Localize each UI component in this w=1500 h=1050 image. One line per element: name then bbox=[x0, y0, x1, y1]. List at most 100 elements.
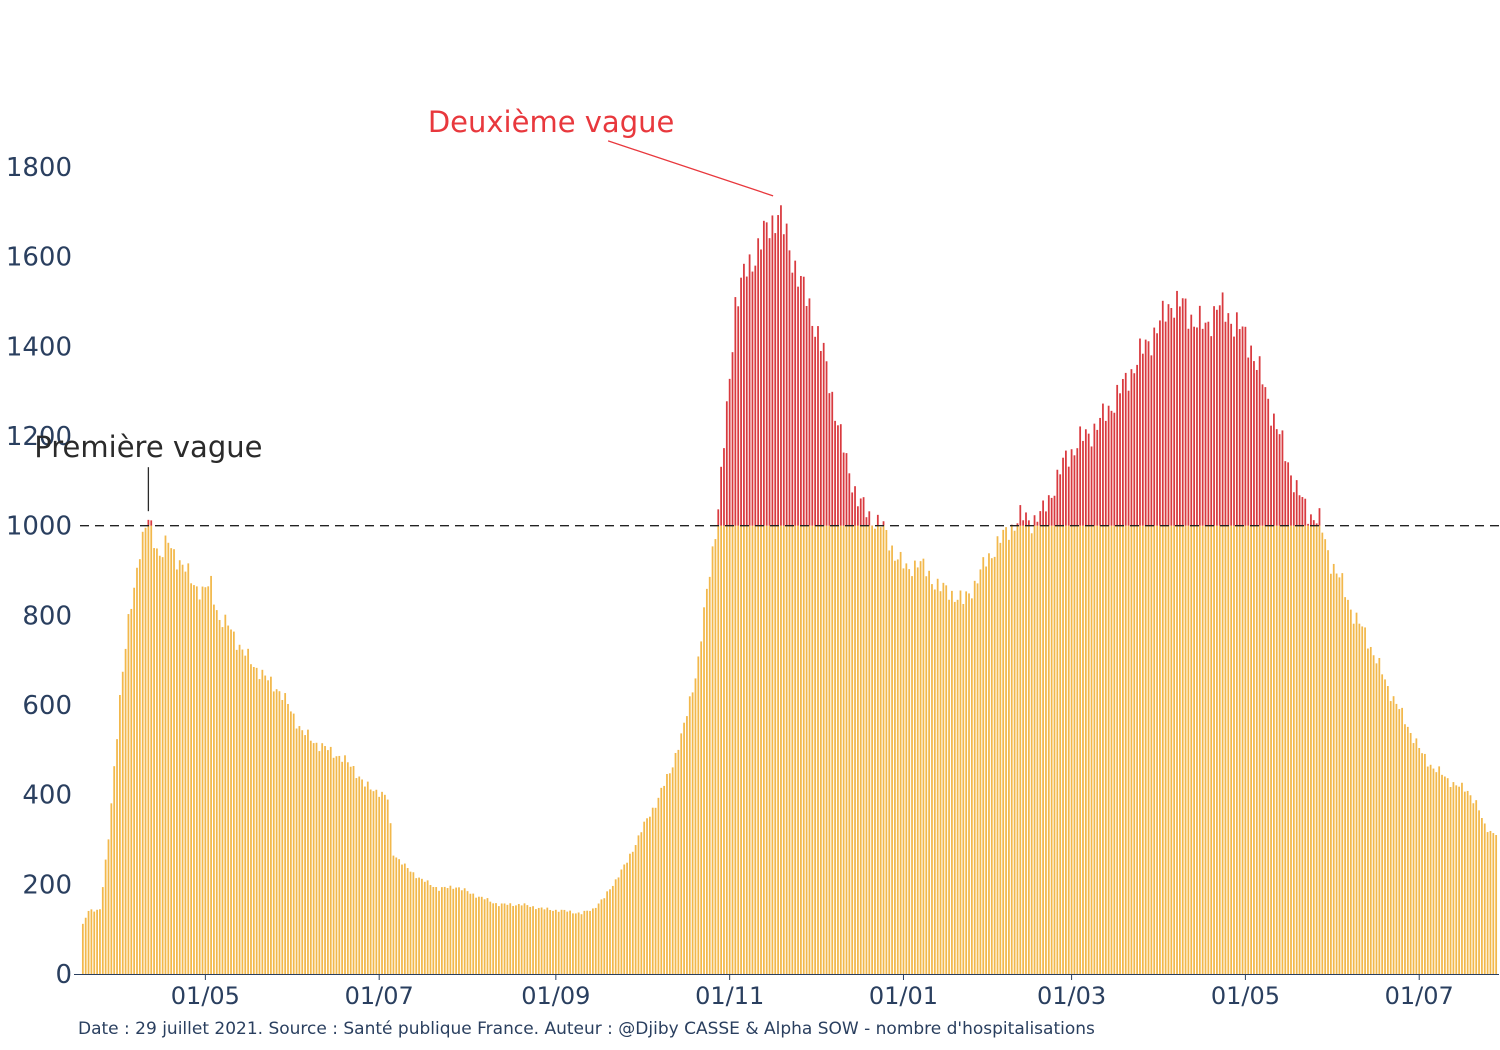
bar-below bbox=[611, 885, 614, 974]
bar-above bbox=[1238, 329, 1241, 526]
bar-below bbox=[1036, 525, 1039, 974]
bar-below bbox=[426, 880, 429, 974]
bar-below bbox=[574, 913, 577, 974]
bar-above bbox=[717, 509, 720, 526]
bar-below bbox=[1421, 753, 1423, 974]
bar-below bbox=[384, 794, 386, 974]
bar-below bbox=[412, 872, 415, 974]
bar-below bbox=[648, 816, 651, 974]
bar-below bbox=[104, 859, 107, 974]
bar-below bbox=[133, 587, 136, 974]
bar-below bbox=[213, 604, 215, 974]
bar-below bbox=[1466, 790, 1469, 974]
bar-below bbox=[230, 629, 232, 974]
bar-above bbox=[1084, 429, 1087, 526]
bar-below bbox=[355, 778, 358, 974]
bar-below bbox=[1164, 525, 1167, 974]
bar-below bbox=[922, 558, 925, 974]
bar-below bbox=[953, 601, 956, 974]
bar-below bbox=[708, 576, 711, 974]
bar-below bbox=[631, 851, 634, 974]
bar-above bbox=[865, 517, 868, 526]
bar-below bbox=[315, 742, 318, 974]
bar-below bbox=[654, 807, 657, 974]
bar-below bbox=[663, 785, 666, 974]
bar-below bbox=[848, 525, 851, 974]
bar-below bbox=[141, 531, 144, 974]
bar-above bbox=[854, 486, 856, 526]
bar-below bbox=[993, 556, 996, 974]
bar-above bbox=[842, 452, 845, 526]
bar-above bbox=[814, 336, 817, 526]
bar-below bbox=[594, 907, 597, 974]
bar-below bbox=[996, 536, 999, 974]
bar-below bbox=[250, 664, 252, 974]
bar-above bbox=[1210, 336, 1213, 526]
bar-below bbox=[475, 897, 477, 974]
bar-below bbox=[324, 746, 326, 974]
bar-below bbox=[429, 885, 432, 974]
bar-below bbox=[1332, 563, 1335, 974]
bar-below bbox=[546, 907, 549, 974]
bar-below bbox=[84, 917, 87, 974]
bar-below bbox=[1412, 743, 1415, 974]
bar-below bbox=[554, 909, 557, 974]
bar-below bbox=[614, 879, 617, 974]
bar-below bbox=[264, 675, 267, 974]
bar-above bbox=[1087, 433, 1090, 526]
bar-below bbox=[876, 525, 879, 974]
bar-below bbox=[187, 563, 190, 974]
bar-below bbox=[119, 694, 121, 974]
bar-below bbox=[990, 558, 993, 974]
bar-below bbox=[489, 901, 492, 974]
bar-below bbox=[629, 853, 631, 974]
bar-below bbox=[660, 787, 663, 974]
bar-above bbox=[1073, 455, 1076, 526]
bar-above bbox=[794, 260, 797, 526]
bar-above bbox=[1062, 457, 1064, 526]
bar-below bbox=[745, 525, 748, 974]
bar-below bbox=[361, 779, 363, 974]
bar-above bbox=[805, 306, 808, 526]
x-tick-label: 01/07 bbox=[1385, 982, 1454, 1010]
bar-above bbox=[782, 234, 785, 526]
bars-above-threshold bbox=[147, 205, 1321, 526]
bar-below bbox=[423, 881, 426, 974]
bar-below bbox=[959, 590, 962, 974]
bar-below bbox=[421, 878, 423, 974]
bar-below bbox=[1292, 525, 1295, 974]
bar-below bbox=[221, 627, 224, 974]
bar-above bbox=[1173, 317, 1176, 526]
bar-below bbox=[1124, 525, 1127, 974]
bar-above bbox=[1050, 497, 1053, 526]
bar-below bbox=[842, 525, 845, 974]
bar-below bbox=[478, 896, 480, 974]
bar-below bbox=[1227, 525, 1230, 974]
bar-below bbox=[386, 799, 389, 974]
bar-below bbox=[1053, 525, 1056, 974]
bar-above bbox=[822, 342, 825, 526]
bar-above bbox=[745, 276, 748, 526]
bar-below bbox=[1321, 532, 1324, 974]
bar-above bbox=[1273, 413, 1275, 526]
x-tick-label: 01/05 bbox=[171, 982, 240, 1010]
bar-below bbox=[717, 525, 720, 974]
bar-above bbox=[147, 519, 150, 526]
bar-below bbox=[1253, 525, 1255, 974]
bar-below bbox=[882, 525, 885, 974]
bar-below bbox=[913, 560, 916, 974]
bar-below bbox=[1335, 573, 1338, 974]
bar-above bbox=[831, 391, 834, 526]
bar-above bbox=[811, 325, 814, 526]
bar-below bbox=[418, 877, 420, 974]
bar-below bbox=[862, 525, 865, 974]
bar-above bbox=[800, 275, 802, 526]
bar-above bbox=[1042, 500, 1044, 526]
bar-below bbox=[1204, 525, 1207, 974]
bar-below bbox=[1315, 525, 1318, 974]
bar-below bbox=[1443, 776, 1446, 974]
bar-above bbox=[1241, 326, 1244, 526]
bar-above bbox=[1201, 328, 1204, 526]
bar-below bbox=[902, 568, 905, 974]
bar-below bbox=[1478, 810, 1480, 974]
